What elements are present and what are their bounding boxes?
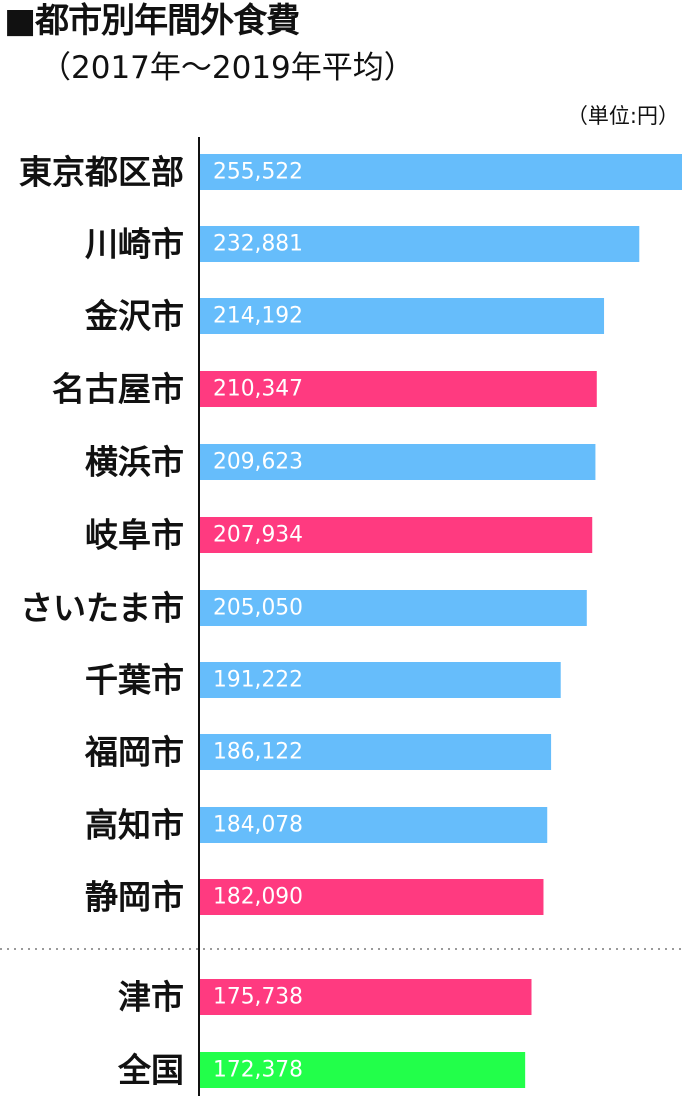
bar-value-label: 232,881 [213,232,303,257]
bar-value-label: 172,378 [213,1058,303,1083]
bar-value-label: 209,623 [213,450,303,475]
bar-value-label: 175,738 [213,985,303,1010]
category-label: 全国 [117,1051,184,1090]
bar-value-label: 182,090 [213,885,303,910]
bar [200,807,548,843]
bar [200,734,552,770]
category-label: 高知市 [85,806,184,845]
bar-value-label: 214,192 [213,304,303,329]
category-label: 静岡市 [85,878,184,917]
bar [200,517,593,553]
bar [200,1052,526,1088]
bar-value-label: 255,522 [213,160,303,185]
unit-label: （単位:円） [566,104,679,128]
bar-value-label: 210,347 [213,377,303,402]
chart-subtitle: （2017年～2019年平均） [40,50,415,86]
category-label: さいたま市 [20,589,184,628]
bar [200,298,605,334]
bar [200,590,587,626]
category-label: 金沢市 [84,297,184,336]
bar-value-label: 186,122 [213,740,303,765]
chart-title: ■都市別年間外食費 [4,1,300,41]
bar [200,979,532,1015]
bar-value-label: 191,222 [213,668,303,693]
bar [200,879,544,915]
bar [200,226,640,262]
category-label: 川崎市 [85,225,184,264]
bar [200,662,561,698]
bar [200,154,682,190]
category-label: 福岡市 [84,733,184,772]
bars-layer: 255,522 東京都区部 232,881 川崎市 214,192 金沢市 210,347 名… [19,153,682,1090]
category-label: 岐阜市 [85,516,184,555]
category-label: 東京都区部 [19,153,184,192]
category-label: 横浜市 [85,443,184,482]
bar-value-label: 207,934 [213,523,303,548]
bar [200,444,596,480]
bar-value-label: 184,078 [213,813,303,838]
category-label: 津市 [118,978,184,1017]
category-label: 千葉市 [85,661,184,700]
bar [200,371,597,407]
bar-value-label: 205,050 [213,596,303,621]
category-label: 名古屋市 [52,370,184,409]
